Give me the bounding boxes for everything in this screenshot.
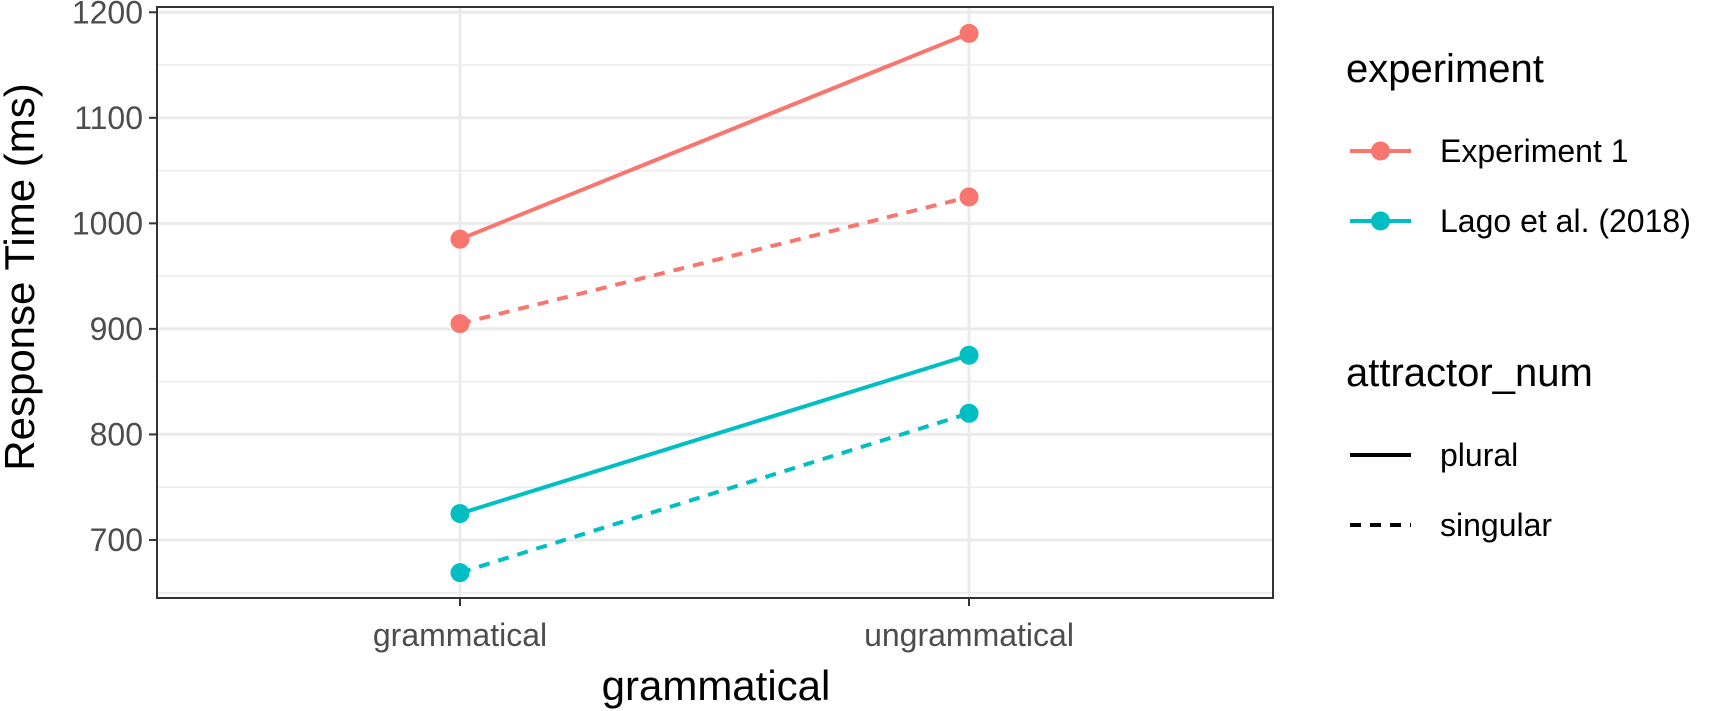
legend: experiment Experiment 1 Lago et al. (2018)… (1346, 47, 1691, 543)
legend-label: Lago et al. (2018) (1440, 203, 1691, 239)
data-point (959, 23, 979, 43)
y-tick-label: 700 (90, 522, 143, 558)
data-point (450, 563, 470, 583)
y-axis-title: Response Time (ms) (0, 83, 43, 470)
series-line (459, 195, 970, 326)
series-line (459, 411, 970, 575)
legend-key-point (1371, 141, 1390, 161)
x-axis-title: grammatical (602, 662, 831, 709)
data-point (450, 504, 470, 524)
data-point (959, 403, 979, 423)
y-tick-label: 1100 (74, 100, 143, 136)
legend-label: plural (1440, 437, 1518, 473)
y-tick-label: 800 (90, 416, 143, 452)
panel-background (157, 7, 1273, 598)
series-line (459, 31, 970, 242)
x-tick-label: grammatical (373, 617, 547, 653)
data-point (959, 345, 979, 365)
series-line (459, 353, 970, 516)
x-tick-label: ungrammatical (864, 617, 1074, 653)
legend-title: experiment (1346, 47, 1544, 91)
legend-label: singular (1440, 507, 1552, 543)
data-point (959, 187, 979, 207)
data-point (450, 314, 470, 334)
legend-label: Experiment 1 (1440, 133, 1629, 169)
legend-title: attractor_num (1346, 351, 1593, 395)
y-tick-label: 1200 (72, 0, 143, 30)
panel-border (156, 6, 1274, 599)
legend-key-point (1371, 211, 1390, 231)
plot-area: 700 800 900 1000 1100 1200 grammatical ungramma… (72, 0, 1274, 653)
data-point (450, 229, 470, 249)
y-tick-label: 1000 (72, 205, 143, 241)
y-tick-label: 900 (90, 311, 143, 347)
